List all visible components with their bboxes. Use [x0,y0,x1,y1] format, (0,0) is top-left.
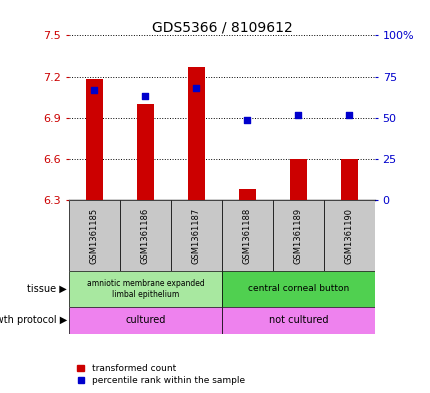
Point [294,112,301,118]
Bar [238,189,256,200]
Point [91,87,98,93]
Bar [340,159,358,200]
Legend: transformed count, percentile rank within the sample: transformed count, percentile rank withi… [73,360,248,389]
Bar [136,104,154,200]
Text: GSM1361188: GSM1361188 [243,208,252,264]
Bar [221,271,374,307]
Bar [272,200,323,271]
Point [142,93,149,99]
Bar [289,159,307,200]
Bar [221,200,272,271]
Bar [69,200,120,271]
Bar [323,200,374,271]
Point [193,85,200,91]
Text: tissue ▶: tissue ▶ [27,284,67,294]
Text: GSM1361187: GSM1361187 [191,208,200,264]
Text: amniotic membrane expanded
limbal epithelium: amniotic membrane expanded limbal epithe… [86,279,204,299]
Text: GSM1361186: GSM1361186 [141,208,150,264]
Bar [171,200,221,271]
Bar [187,67,205,200]
Bar [69,307,221,334]
Text: not cultured: not cultured [268,315,328,325]
Text: GSM1361189: GSM1361189 [293,208,302,264]
Text: GSM1361185: GSM1361185 [90,208,99,264]
Bar [120,200,171,271]
Bar [69,271,221,307]
Text: cultured: cultured [125,315,165,325]
Text: GSM1361190: GSM1361190 [344,208,353,264]
Bar [221,307,374,334]
Text: growth protocol ▶: growth protocol ▶ [0,315,67,325]
Point [345,112,352,118]
Title: GDS5366 / 8109612: GDS5366 / 8109612 [151,20,292,34]
Bar [85,79,103,200]
Point [243,116,250,123]
Text: central corneal button: central corneal button [247,285,348,293]
